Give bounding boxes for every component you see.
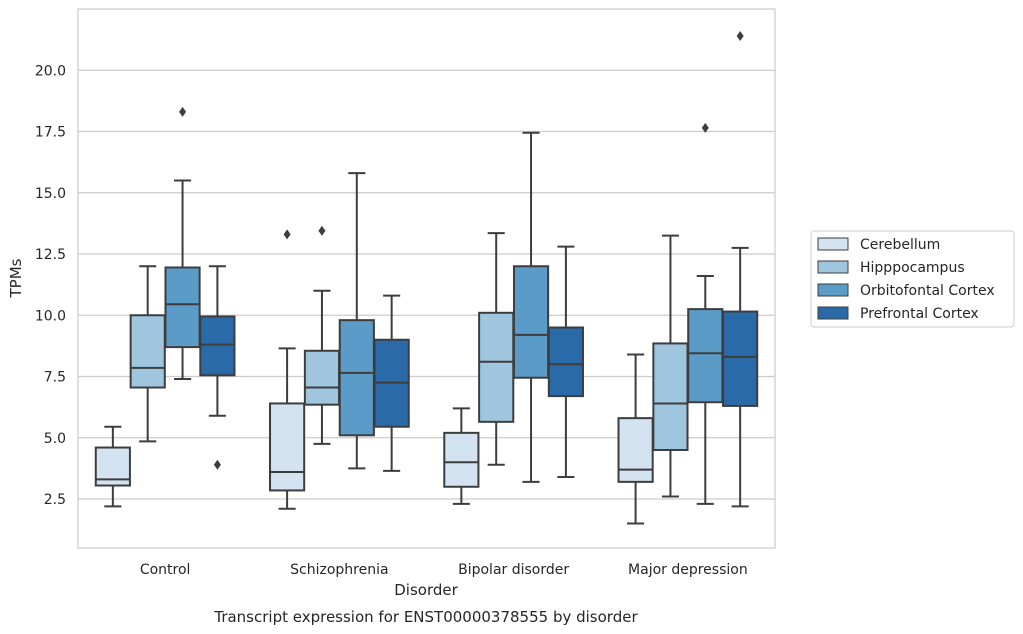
box-body (478, 311, 515, 423)
outlier-point (701, 122, 709, 133)
legend-swatch (817, 283, 849, 297)
legend-swatch (817, 306, 849, 320)
x-tick-label: Bipolar disorder (458, 562, 569, 578)
y-tick-labels: 2.5 5.0 7.5 10.0 12.5 15.0 17.5 20.0 (35, 63, 66, 508)
box-orbitofontal-cortex-2 (338, 172, 375, 470)
outlier-point (213, 459, 221, 470)
outlier-point (283, 229, 291, 240)
y-tick-label: 7.5 (44, 370, 66, 386)
box-body (199, 315, 236, 377)
box-hipppocampus-3 (478, 232, 515, 466)
box-cerebellum-1 (94, 425, 131, 508)
box-prefrontal-cortex-2 (373, 294, 410, 472)
x-axis-label: Disorder (394, 581, 458, 599)
box-body (129, 314, 166, 389)
x-tick-label: Schizophrenia (290, 562, 388, 578)
box-orbitofontal-cortex-4 (687, 122, 724, 505)
chart-caption: Transcript expression for ENST0000037855… (213, 608, 638, 626)
legend-swatch (817, 237, 849, 251)
legend: Cerebellum Hipppocampus Orbitofontal Corte… (810, 230, 1015, 328)
box-body (652, 342, 689, 451)
y-tick-label: 12.5 (35, 247, 66, 263)
outlier-point (179, 106, 187, 117)
box-cerebellum-3 (443, 407, 480, 505)
box-body (164, 266, 201, 349)
box-body (687, 308, 724, 404)
y-tick-label: 17.5 (35, 125, 66, 141)
outlier-point (318, 225, 326, 236)
box-body (269, 402, 306, 492)
y-tick-label: 2.5 (44, 492, 66, 508)
plot-frame (77, 8, 776, 549)
box-body (443, 431, 480, 488)
box-hipppocampus-1 (129, 265, 166, 443)
x-tick-label: Major depression (628, 562, 748, 578)
box-hipppocampus-4 (652, 234, 689, 498)
y-tick-label: 10.0 (35, 308, 66, 324)
legend-frame (810, 230, 1015, 328)
box-prefrontal-cortex-1 (199, 265, 236, 470)
y-tick-label: 20.0 (35, 63, 66, 79)
y-tick-label: 15.0 (35, 186, 66, 202)
y-axis-label: TPMs (7, 258, 25, 298)
legend-label: Cerebellum (860, 237, 940, 253)
box-body (303, 349, 341, 406)
x-tick-label: Control (140, 562, 191, 578)
box-prefrontal-cortex-3 (547, 245, 584, 478)
box-body (338, 319, 375, 437)
box-prefrontal-cortex-4 (722, 30, 759, 508)
box-orbitofontal-cortex-1 (164, 106, 201, 380)
box-orbitofontal-cortex-3 (512, 131, 550, 483)
y-tick-label: 5.0 (44, 431, 66, 447)
box-body (512, 265, 550, 379)
legend-label: Orbitofontal Cortex (860, 283, 995, 299)
box-cerebellum-4 (617, 353, 654, 525)
x-tick-labels: Control Schizophrenia Bipolar disorder Majo… (140, 562, 748, 578)
box-plots (94, 30, 759, 525)
legend-label: Prefrontal Cortex (860, 306, 979, 322)
legend-label: Hipppocampus (860, 260, 965, 276)
box-hipppocampus-2 (303, 225, 341, 445)
outlier-point (736, 30, 744, 41)
box-body (722, 310, 759, 407)
legend-swatch (817, 260, 849, 274)
box-cerebellum-2 (269, 229, 306, 510)
box-body (547, 326, 584, 398)
box-body (617, 417, 654, 483)
